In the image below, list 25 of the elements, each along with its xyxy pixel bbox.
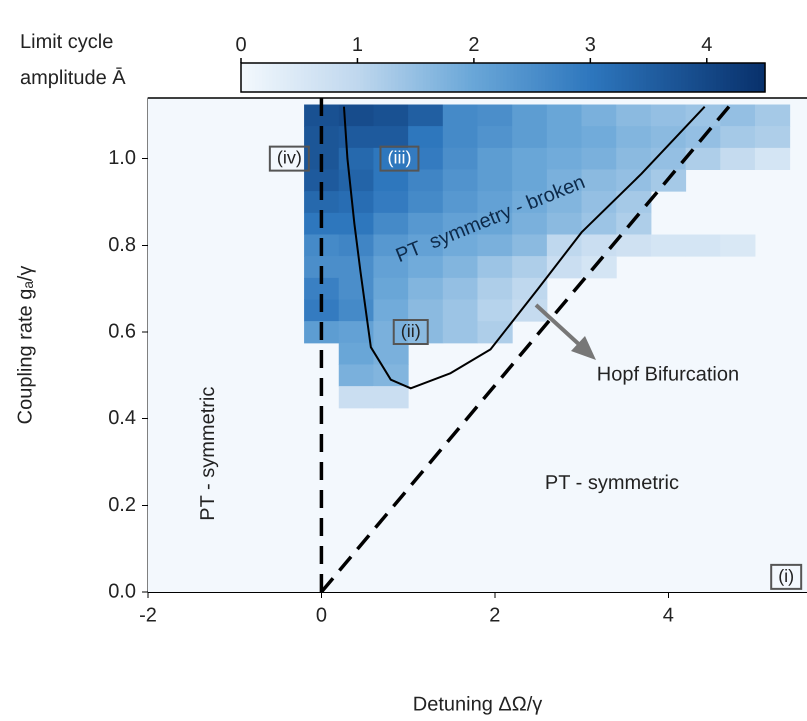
y-tick-label: 1.0: [108, 147, 136, 170]
annotation: PT - symmetric: [544, 472, 679, 494]
y-tick-label: 0.2: [108, 494, 136, 516]
y-tick-label: 0.0: [108, 580, 136, 603]
annotation: (iii): [387, 148, 412, 168]
color-bar-label: 3: [584, 34, 596, 56]
y-tick-label: 0.6: [108, 320, 136, 343]
color-bar-label: 2: [468, 34, 480, 56]
x-tick-label: 2: [489, 604, 500, 627]
annotation: (i): [778, 566, 794, 586]
annotation: (ii): [400, 320, 421, 341]
annotation: Hopf Bifurcation: [596, 364, 740, 386]
color-bar-label: 1: [352, 34, 364, 56]
x-axis-title: Detuning ΔΩ/γ: [412, 694, 542, 716]
annotation: (iv): [276, 148, 302, 168]
color-bar-label: 0: [235, 34, 247, 56]
annotation: PT - symmetric: [197, 386, 220, 521]
x-tick-label: 0: [316, 604, 327, 627]
x-tick-label: -2: [139, 604, 157, 627]
y-tick-label: 0.8: [108, 234, 136, 256]
x-tick-label: 4: [662, 604, 674, 627]
y-axis-title: Coupling rate gₐ/γ: [14, 266, 37, 424]
color-bar-title: Limit cycle amplitude Ā: [20, 31, 126, 89]
color-bar-label: 4: [701, 34, 712, 56]
y-tick-label: 0.4: [108, 407, 136, 430]
